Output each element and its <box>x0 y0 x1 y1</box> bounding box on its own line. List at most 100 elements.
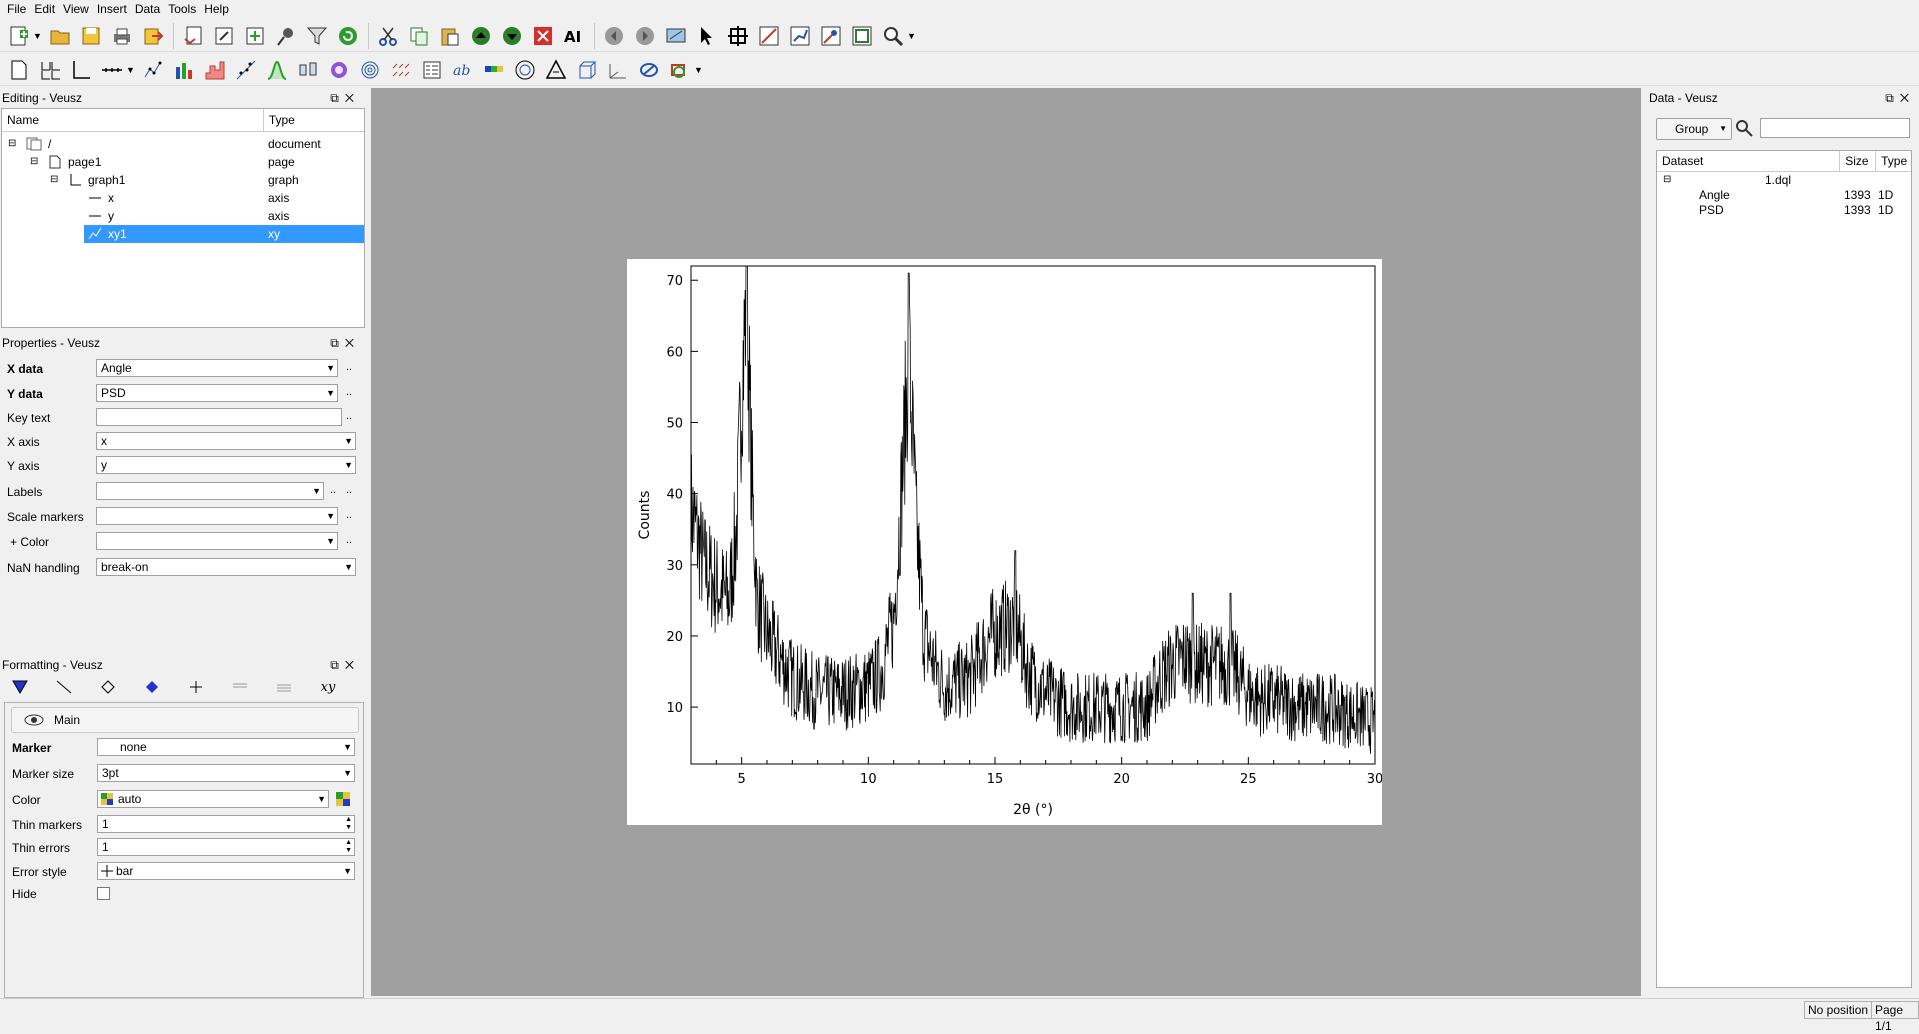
add-shape-button[interactable] <box>636 57 662 83</box>
collapse-icon[interactable]: ⊟ <box>30 156 39 167</box>
thin-markers-spinbox[interactable]: 1 ▲ ▼ <box>97 815 355 833</box>
collapse-icon[interactable]: ⊟ <box>1663 174 1672 185</box>
error-bar-tab[interactable] <box>176 672 216 702</box>
zoom-button[interactable] <box>880 23 906 49</box>
capture-data-button[interactable] <box>273 23 299 49</box>
fill-tab[interactable] <box>88 672 128 702</box>
dock-buttons[interactable]: ⧉✕ <box>1885 91 1915 105</box>
x-data-more-button[interactable]: .. <box>346 361 353 373</box>
paste-button[interactable] <box>437 23 463 49</box>
labels-more-button[interactable]: .. <box>346 484 353 496</box>
import-data-button[interactable] <box>180 23 206 49</box>
color-picker-button[interactable] <box>335 791 351 807</box>
y-data-more-button[interactable]: .. <box>346 386 353 398</box>
reload-data-button[interactable] <box>335 23 361 49</box>
collapse-icon[interactable]: ⊟ <box>50 174 59 185</box>
copy-button[interactable] <box>406 23 432 49</box>
shapes-dropdown[interactable]: ▼ <box>694 64 703 75</box>
create-dataset-button[interactable] <box>242 23 268 49</box>
color-data-select[interactable]: ▼ <box>96 532 338 550</box>
next-page-button[interactable] <box>632 23 658 49</box>
add-image-button[interactable] <box>326 57 352 83</box>
collapse-icon[interactable]: ⊟ <box>8 138 17 149</box>
add-axis-button[interactable] <box>99 57 125 83</box>
labels-edit-button[interactable]: .. <box>330 484 337 496</box>
dataset-search-input[interactable] <box>1760 118 1910 138</box>
add-page-button[interactable] <box>6 57 32 83</box>
add-histogram-button[interactable] <box>202 57 228 83</box>
fill-above-tab[interactable] <box>264 672 304 702</box>
marker-fill-tab[interactable] <box>132 672 172 702</box>
tree-row-x[interactable]: x axis <box>6 189 356 207</box>
add-bar-button[interactable] <box>171 57 197 83</box>
new-document-dropdown[interactable]: ▼ <box>33 30 42 41</box>
dataset-row[interactable]: PSD 1393 1D <box>1657 201 1911 219</box>
dataset-row[interactable]: Angle 1393 1D <box>1657 186 1911 204</box>
add-ternary-button[interactable] <box>543 57 569 83</box>
add-3d-graph-button[interactable] <box>605 57 631 83</box>
y-axis-select[interactable]: y ▼ <box>96 456 356 474</box>
recenter-graph-button[interactable] <box>818 23 844 49</box>
spin-arrows-icon[interactable]: ▲ ▼ <box>345 816 352 831</box>
add-vector-field-button[interactable] <box>388 57 414 83</box>
new-document-button[interactable] <box>6 23 32 49</box>
edit-data-button[interactable] <box>211 23 237 49</box>
menu-help[interactable]: Help <box>204 2 229 16</box>
marker-tab[interactable] <box>0 672 40 702</box>
add-graph-button[interactable] <box>68 57 94 83</box>
page1-canvas[interactable]: 5 10 15 20 25 30 10 20 30 40 50 60 70 2θ (°) Counts <box>627 259 1383 825</box>
color-more-button[interactable]: .. <box>346 534 353 546</box>
tree-row-y[interactable]: y axis <box>6 207 356 225</box>
column-size[interactable]: Size <box>1840 151 1877 171</box>
move-up-button[interactable] <box>468 23 494 49</box>
column-name[interactable]: Name <box>2 109 264 131</box>
key-text-more-button[interactable]: .. <box>346 410 353 422</box>
tree-row-page1[interactable]: ⊟ page1 page <box>6 153 356 171</box>
dock-buttons[interactable]: ⧉✕ <box>330 91 360 105</box>
menu-edit[interactable]: Edit <box>34 2 56 16</box>
move-down-button[interactable] <box>499 23 525 49</box>
marker-select[interactable]: none ▼ <box>97 738 355 756</box>
previous-page-button[interactable] <box>601 23 627 49</box>
error-style-select[interactable]: bar ▼ <box>97 862 355 880</box>
column-type[interactable]: Type <box>1881 154 1908 168</box>
key-text-input[interactable] <box>96 408 342 426</box>
scale-markers-more-button[interactable]: .. <box>346 509 353 521</box>
add-colorbar-button[interactable] <box>481 57 507 83</box>
fill-below-tab[interactable] <box>220 672 260 702</box>
series-psd-line[interactable] <box>690 265 1376 754</box>
axis-dropdown[interactable]: ▼ <box>126 64 135 75</box>
delete-button[interactable] <box>530 23 556 49</box>
rename-button[interactable]: AI <box>561 23 587 49</box>
dock-buttons[interactable]: ⧉✕ <box>330 336 360 350</box>
main-section-tab[interactable]: Main <box>11 707 359 733</box>
tree-row-xy1-selected[interactable]: xy1 xy <box>84 225 364 243</box>
menu-view[interactable]: View <box>63 2 89 16</box>
menu-tools[interactable]: Tools <box>168 2 197 16</box>
open-button[interactable] <box>47 23 73 49</box>
column-type[interactable]: Type <box>268 113 295 127</box>
filter-data-button[interactable] <box>304 23 330 49</box>
x-data-select[interactable]: Angle ▼ <box>96 359 338 377</box>
xrd-chart[interactable]: 5 10 15 20 25 30 10 20 30 40 50 60 70 2θ (°) Counts <box>627 259 1383 825</box>
tree-row-document[interactable]: ⊟ / document <box>6 135 356 153</box>
add-fit-button[interactable] <box>233 57 259 83</box>
full-screen-button[interactable] <box>663 23 689 49</box>
select-tool-button[interactable] <box>694 23 720 49</box>
full-graph-button[interactable] <box>849 23 875 49</box>
x-axis-select[interactable]: x ▼ <box>96 432 356 450</box>
print-button[interactable] <box>109 23 135 49</box>
menu-insert[interactable]: Insert <box>96 2 127 16</box>
spin-arrows-icon[interactable]: ▲ ▼ <box>345 839 352 854</box>
line-tab[interactable] <box>44 672 84 702</box>
color-select[interactable]: auto ▼ <box>97 790 329 808</box>
labels-select[interactable]: ▼ <box>96 482 324 500</box>
label-tab[interactable]: xy <box>308 672 348 702</box>
add-xy-button[interactable] <box>140 57 166 83</box>
thin-errors-spinbox[interactable]: 1 ▲ ▼ <box>97 838 355 856</box>
export-button[interactable] <box>140 23 166 49</box>
add-grid-button[interactable] <box>37 57 63 83</box>
save-button[interactable] <box>78 23 104 49</box>
cut-button[interactable] <box>375 23 401 49</box>
zoom-out-graph-button[interactable] <box>787 23 813 49</box>
